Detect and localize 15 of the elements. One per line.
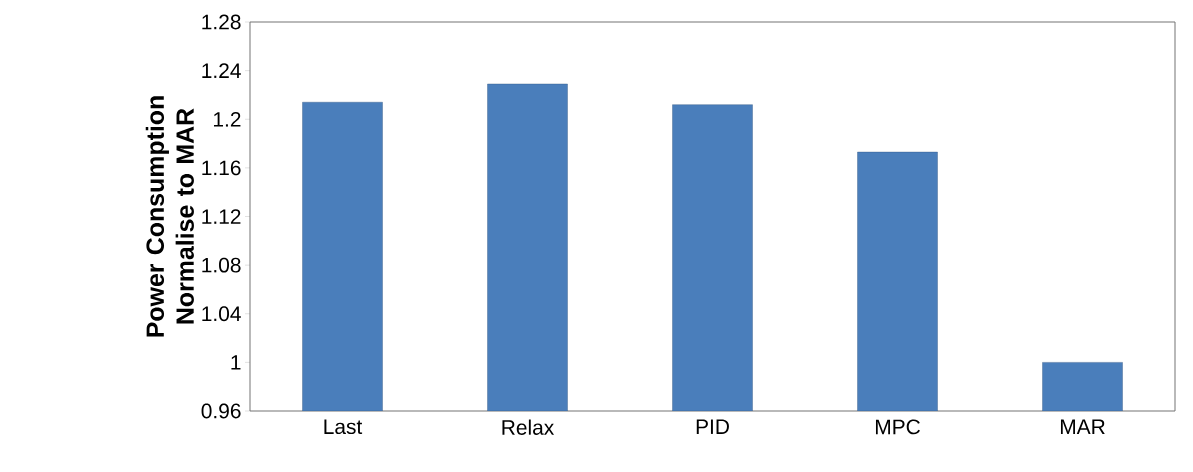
y-tick-label: 1 [231, 355, 241, 370]
x-tick-label: MPC [875, 419, 920, 435]
y-axis-title: Power Consumption Normalise to MAR [145, 96, 194, 337]
y-tick-label: 1.24 [202, 63, 241, 78]
x-tick-label: PID [696, 419, 729, 434]
y-tick-label: 1.2 [213, 111, 241, 127]
x-tick-label: Relax [502, 419, 555, 435]
y-tick-label: 1.28 [202, 14, 241, 30]
y-tick-label: 1.12 [202, 209, 241, 224]
x-tick-label: Last [324, 419, 363, 435]
y-tick-label: 0.96 [201, 403, 241, 419]
y-tick-label: 1.16 [202, 160, 241, 176]
y-tick-label: 1.08 [202, 257, 241, 273]
y-tick-label: 1.04 [202, 306, 241, 322]
x-tick-label: MAR [1060, 419, 1105, 434]
